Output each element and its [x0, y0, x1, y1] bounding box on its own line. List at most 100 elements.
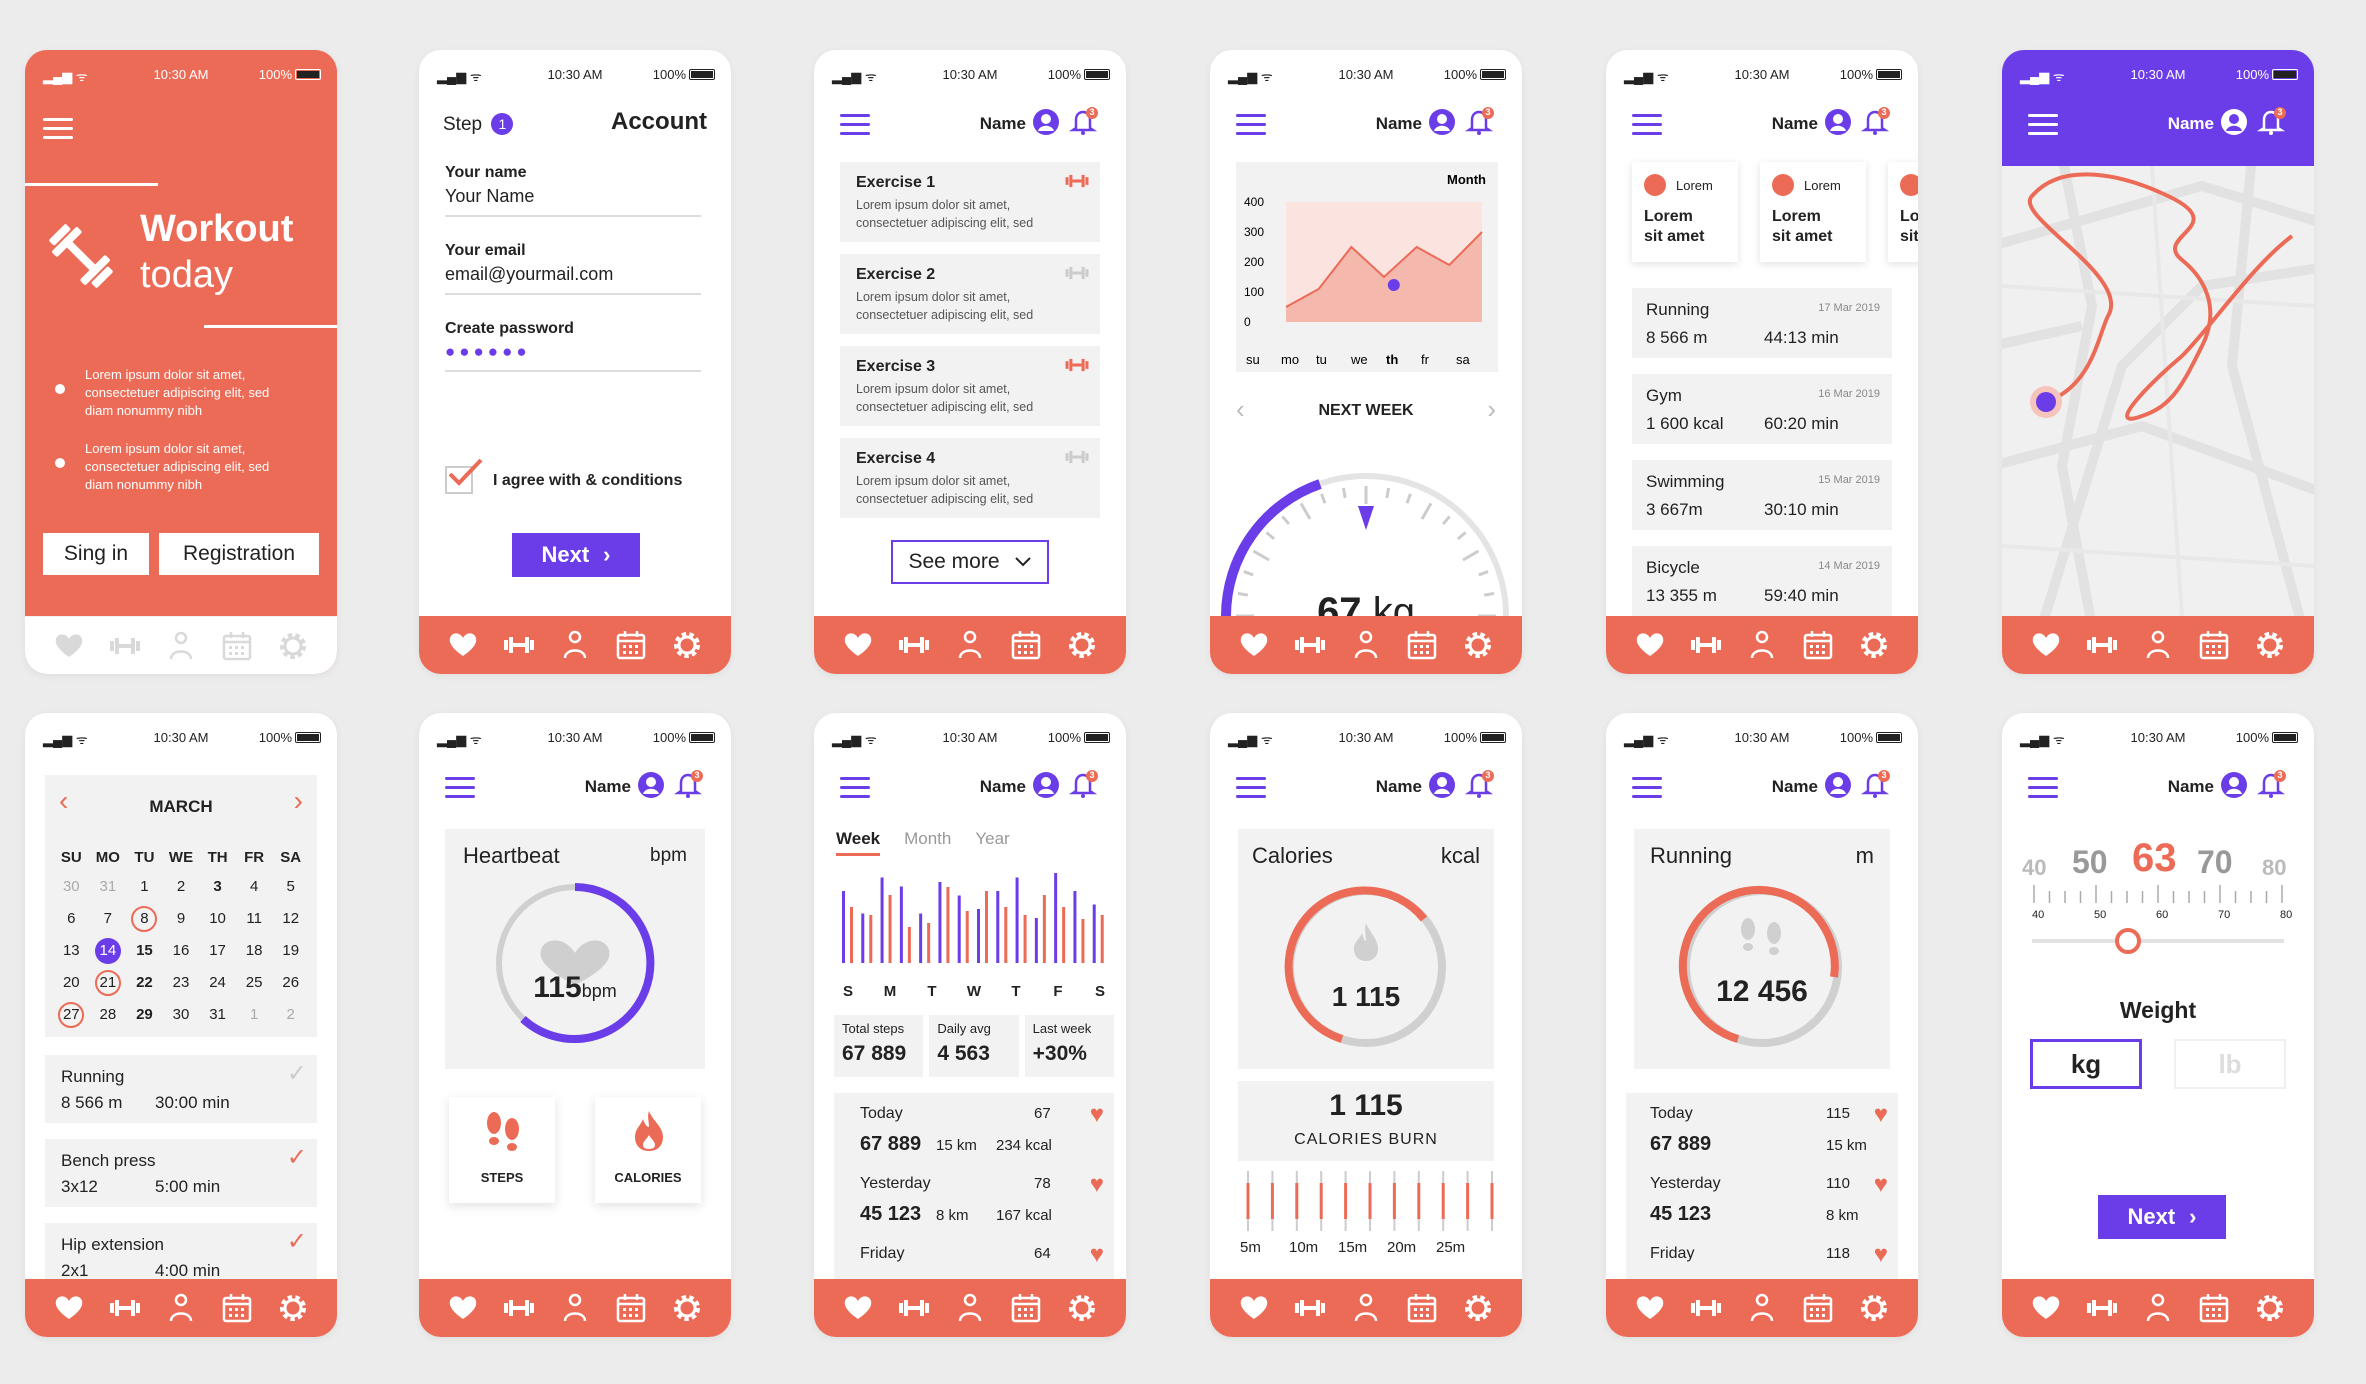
menu-icon[interactable]	[1632, 114, 1662, 136]
calendar-day[interactable]: 28	[99, 1006, 117, 1023]
tab-calendar[interactable]	[614, 628, 648, 662]
tab-person[interactable]	[558, 1291, 592, 1325]
heart-icon[interactable]: ♥	[1873, 1101, 1888, 1128]
agree-checkbox[interactable]	[445, 458, 483, 494]
menu-icon[interactable]	[2028, 777, 2058, 799]
tab-person[interactable]	[1745, 628, 1779, 662]
tab-dumbbell[interactable]	[108, 629, 142, 663]
category-tile[interactable]: Lorem Lorem sit amet	[1632, 162, 1738, 262]
next-button[interactable]: Next ›	[512, 533, 640, 577]
tab-person[interactable]	[1745, 1291, 1779, 1325]
slider-thumb[interactable]	[2114, 928, 2141, 954]
history-row[interactable]: Running 17 Mar 2019 8 566 m 44:13 min	[1632, 288, 1892, 358]
calendar-day[interactable]: 22	[136, 974, 153, 991]
calendar-day[interactable]: 14	[94, 938, 121, 964]
tab-dumbbell[interactable]	[108, 1291, 142, 1325]
tab-dumbbell[interactable]	[502, 628, 536, 662]
calendar-day[interactable]: 26	[282, 974, 300, 991]
calendar-day[interactable]: 29	[136, 1006, 153, 1023]
signin-button[interactable]: Sing in	[43, 533, 149, 575]
tab-week[interactable]: Week	[836, 829, 881, 856]
calendar-day[interactable]: 19	[282, 942, 300, 959]
tab-person[interactable]	[2141, 1291, 2175, 1325]
route-map[interactable]	[2002, 166, 2314, 616]
tab-heart[interactable]	[841, 1291, 875, 1325]
avatar[interactable]	[2220, 108, 2248, 136]
heart-icon[interactable]: ♥	[1873, 1171, 1888, 1198]
weight-slider[interactable]	[2032, 928, 2284, 954]
tab-calendar[interactable]	[1405, 1291, 1439, 1325]
tab-gear[interactable]	[1857, 628, 1891, 662]
avatar[interactable]	[1428, 108, 1456, 136]
calendar-day[interactable]: 6	[67, 910, 76, 927]
calendar-day[interactable]: 25	[245, 974, 263, 991]
tab-year[interactable]: Year	[975, 829, 1010, 848]
tab-calendar[interactable]	[220, 629, 254, 663]
heart-icon[interactable]: ♥	[1089, 1241, 1104, 1268]
email-field[interactable]: email@yourmail.com	[445, 264, 701, 295]
calendar-day[interactable]: 31	[209, 1006, 226, 1023]
notifications-button[interactable]: 3	[1464, 769, 1496, 801]
password-field[interactable]: ●●●●●●	[445, 342, 701, 372]
notifications-button[interactable]: 3	[2256, 769, 2288, 801]
tab-calendar[interactable]	[2197, 628, 2231, 662]
heart-icon[interactable]: ♥	[1873, 1241, 1888, 1268]
notifications-button[interactable]: 3	[1068, 769, 1100, 801]
category-tile[interactable]: Lorem Lorem sit amet	[1760, 162, 1866, 262]
calendar-day[interactable]: 18	[245, 942, 263, 959]
calendar-day[interactable]: 17	[209, 942, 226, 959]
tab-heart[interactable]	[2029, 628, 2063, 662]
menu-icon[interactable]	[1632, 777, 1662, 799]
notifications-button[interactable]: 3	[1860, 769, 1892, 801]
avatar[interactable]	[1428, 771, 1456, 799]
calendar-day[interactable]: 9	[176, 910, 186, 927]
tab-month[interactable]: Month	[904, 829, 952, 848]
avatar[interactable]	[1032, 771, 1060, 799]
calendar-day[interactable]: 15	[136, 942, 153, 959]
history-row[interactable]: Gym 16 Mar 2019 1 600 kcal 60:20 min	[1632, 374, 1892, 444]
calendar-day[interactable]: 31	[99, 878, 117, 895]
calendar-day[interactable]: 24	[209, 974, 226, 991]
exercise-card[interactable]: Exercise 4 Lorem ipsum dolor sit amet, con…	[840, 438, 1100, 518]
calendar-day[interactable]: 5	[286, 878, 295, 895]
calendar-day[interactable]: 12	[282, 910, 300, 927]
menu-icon[interactable]	[840, 777, 870, 799]
tab-gear[interactable]	[2253, 1291, 2287, 1325]
tab-gear[interactable]	[276, 1291, 310, 1325]
next-month-button[interactable]: ›	[293, 785, 303, 816]
tab-heart[interactable]	[446, 628, 480, 662]
see-more-button[interactable]: See more	[891, 540, 1049, 584]
tab-person[interactable]	[953, 1291, 987, 1325]
tab-heart[interactable]	[1633, 628, 1667, 662]
tab-gear[interactable]	[1065, 1291, 1099, 1325]
exercise-card[interactable]: Exercise 1 Lorem ipsum dolor sit amet, con…	[840, 162, 1100, 242]
prev-week-button[interactable]: ‹	[1236, 394, 1245, 424]
calendar-day[interactable]: 16	[172, 942, 190, 959]
avatar[interactable]	[1824, 108, 1852, 136]
notifications-button[interactable]: 3	[2256, 106, 2288, 138]
prev-month-button[interactable]: ‹	[59, 785, 69, 816]
category-tile[interactable]: LoLosit	[1888, 162, 1918, 262]
notifications-button[interactable]: 3	[1860, 106, 1892, 138]
tab-person[interactable]	[164, 1291, 198, 1325]
tab-heart[interactable]	[1237, 628, 1271, 662]
tab-heart[interactable]	[2029, 1291, 2063, 1325]
avatar[interactable]	[1824, 771, 1852, 799]
tab-calendar[interactable]	[1009, 628, 1043, 662]
registration-button[interactable]: Registration	[159, 533, 319, 575]
history-row[interactable]: Bicycle 14 Mar 2019 13 355 m 59:40 min	[1632, 546, 1892, 616]
tab-dumbbell[interactable]	[1689, 1291, 1723, 1325]
exercise-card[interactable]: Exercise 2 Lorem ipsum dolor sit amet, con…	[840, 254, 1100, 334]
tab-person[interactable]	[1349, 1291, 1383, 1325]
tab-person[interactable]	[558, 628, 592, 662]
menu-icon[interactable]	[43, 118, 73, 140]
avatar[interactable]	[2220, 771, 2248, 799]
calendar-day[interactable]: 30	[172, 1006, 190, 1023]
tab-dumbbell[interactable]	[897, 1291, 931, 1325]
tab-calendar[interactable]	[614, 1291, 648, 1325]
name-field[interactable]: Your Name	[445, 186, 701, 217]
tab-dumbbell[interactable]	[1689, 628, 1723, 662]
tab-calendar[interactable]	[1405, 628, 1439, 662]
tab-person[interactable]	[164, 629, 198, 663]
tab-gear[interactable]	[670, 628, 704, 662]
